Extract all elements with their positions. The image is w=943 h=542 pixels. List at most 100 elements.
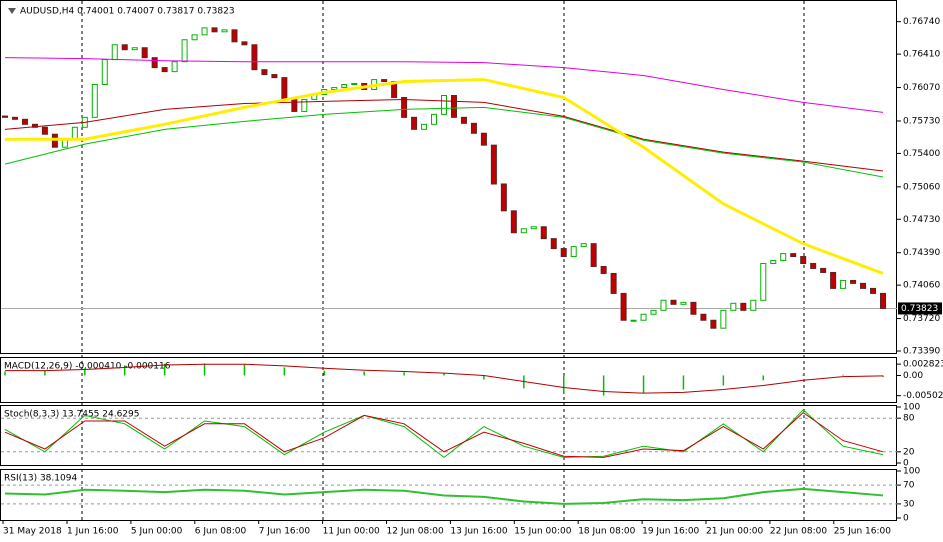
candle (560, 248, 567, 258)
candle (750, 299, 757, 311)
symbol-icon (8, 8, 16, 14)
indicator-line (5, 363, 884, 394)
candle (780, 253, 787, 262)
price-label: 0.73823 (901, 304, 938, 314)
indicator-title: MACD(12,26,9) -0.000410 -0.000116 (4, 362, 171, 372)
y-tick-label: 20 (903, 447, 915, 457)
candle (550, 238, 557, 250)
candle (720, 309, 727, 329)
candle (411, 116, 418, 130)
candle (211, 27, 218, 33)
indicator-panel (0, 357, 897, 403)
y-tick-label: 100 (903, 467, 920, 477)
x-tick-label: 1 Jun 16:00 (67, 527, 119, 537)
candle (620, 292, 627, 321)
y-tick-label: 0.75730 (903, 116, 940, 126)
candle (2, 115, 8, 118)
candle (331, 87, 338, 91)
x-tick-label: 15 Jun 00:00 (514, 527, 571, 537)
y-tick-label: 0.73390 (903, 347, 940, 357)
candle (810, 263, 817, 269)
y-tick-label: 0.002823 (903, 360, 943, 370)
y-tick-label: 0.74060 (903, 281, 940, 291)
y-tick-label: 0.76740 (903, 17, 940, 27)
y-tick-label: 0.75400 (903, 149, 940, 159)
y-tick-label: 0.74390 (903, 248, 940, 258)
moving-average (4, 98, 884, 172)
candle (431, 113, 438, 125)
y-tick-label: 0.76410 (903, 50, 940, 60)
candle (660, 299, 667, 311)
candle (171, 61, 178, 73)
candle (31, 123, 38, 128)
candle (201, 27, 208, 36)
indicator-line (4, 487, 884, 505)
x-tick-label: 13 Jun 16:00 (450, 527, 507, 537)
candle (490, 144, 497, 185)
candle (341, 83, 348, 89)
candle (860, 282, 867, 289)
y-tick-label: -0.005024 (903, 391, 943, 401)
candle (111, 44, 118, 61)
candle (530, 226, 537, 230)
moving-average (4, 106, 884, 178)
x-tick-label: 22 Jun 08:00 (770, 527, 827, 537)
candle (91, 83, 98, 118)
candle (580, 243, 587, 248)
candle (790, 253, 797, 258)
indicator-line (4, 409, 884, 459)
x-tick-label: 12 Jun 08:00 (387, 527, 444, 537)
candle (450, 95, 457, 118)
candle (480, 132, 487, 146)
candle (610, 272, 617, 294)
candle (151, 57, 158, 69)
candle (191, 34, 198, 41)
candle (161, 67, 168, 73)
indicator-line (4, 411, 884, 458)
candle (850, 279, 857, 284)
candle (381, 79, 388, 83)
candle (680, 301, 687, 305)
candle (830, 271, 837, 289)
candle (181, 39, 188, 63)
candle (470, 122, 477, 134)
candle (710, 319, 717, 329)
candle (650, 309, 657, 315)
candle (600, 265, 607, 274)
candle (840, 279, 847, 289)
candle (231, 29, 238, 43)
y-tick-label: 0.73720 (903, 314, 940, 324)
candle (670, 299, 677, 305)
x-tick-label: 31 May 2018 (3, 527, 62, 537)
candle (141, 47, 148, 59)
y-tick-label: 0.00 (903, 371, 923, 381)
indicator-title: RSI(13) 38.1094 (4, 474, 77, 484)
x-tick-label: 18 Jun 08:00 (578, 527, 635, 537)
x-tick-label: 7 Jun 16:00 (259, 527, 311, 537)
candle (880, 292, 886, 309)
candle (690, 301, 697, 315)
candle (770, 260, 777, 265)
candle (421, 123, 428, 130)
candle (570, 246, 577, 258)
x-tick-label: 21 Jun 00:00 (706, 527, 763, 537)
candle (870, 287, 877, 294)
candle (460, 116, 467, 124)
candle (41, 126, 48, 135)
candle (441, 95, 447, 115)
candle (291, 98, 298, 112)
moving-average (5, 78, 884, 275)
candle (520, 228, 527, 234)
candle (540, 226, 547, 240)
candle (760, 263, 767, 301)
candle (700, 313, 707, 321)
y-tick-label: 0.75060 (903, 182, 940, 192)
indicator-panel (0, 405, 897, 466)
y-tick-label: 100 (903, 403, 920, 413)
candle (401, 96, 408, 118)
candle (740, 302, 747, 311)
candle (301, 98, 308, 112)
candle (590, 243, 597, 267)
candle (101, 59, 108, 85)
candle (820, 267, 827, 273)
